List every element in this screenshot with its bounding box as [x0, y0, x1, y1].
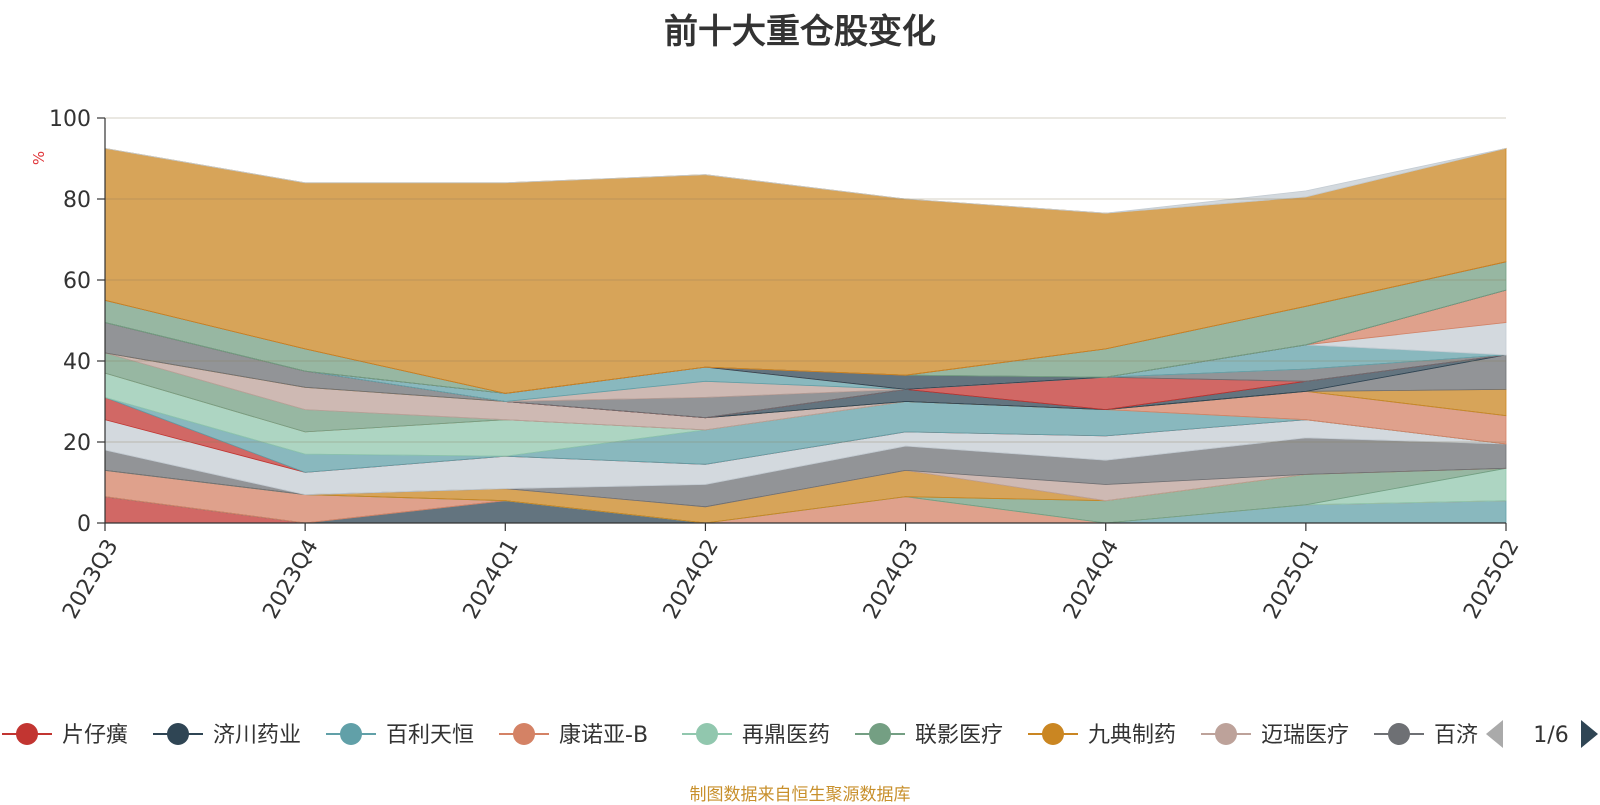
y-tick-label: 80 [63, 188, 91, 213]
legend-label: 济川药业 [213, 723, 301, 748]
legend-marker [16, 723, 38, 745]
legend-item: 百济神州 [1374, 723, 1522, 748]
chart-title: 前十大重仓股变化 [664, 12, 936, 52]
x-tick-label: 2024Q2 [659, 535, 724, 623]
legend-marker [1042, 723, 1064, 745]
legend-marker [340, 723, 362, 745]
legend: 片仔癀 济川药业 百利天恒 康诺亚-B 再鼎医药 联影医疗 九典制药 迈瑞医疗 百济神州 [2, 723, 1522, 748]
legend-item: 百利天恒 [326, 723, 474, 748]
legend-item: 联影医疗 [855, 723, 1003, 748]
legend-item: 济川药业 [153, 723, 301, 748]
legend-item: 康诺亚-B [499, 723, 648, 748]
y-tick-label: 100 [49, 107, 91, 132]
legend-marker [696, 723, 718, 745]
legend-page-indicator: 1/6 [1533, 723, 1568, 748]
legend-label: 片仔癀 [62, 723, 128, 748]
chart-canvas: 0 20 40 60 80 100 2023Q3 2023Q4 2024Q1 2024Q2 2024… [2, 107, 1598, 748]
x-tick-label: 2024Q4 [1059, 535, 1124, 623]
legend-label: 再鼎医药 [742, 723, 830, 748]
legend-marker [1215, 723, 1237, 745]
legend-marker [167, 723, 189, 745]
legend-marker [869, 723, 891, 745]
legend-label: 康诺亚-B [559, 723, 648, 748]
source-note: 制图数据来自恒生聚源数据库 [689, 785, 911, 805]
legend-item: 片仔癀 [2, 723, 128, 748]
legend-label: 联影医疗 [915, 723, 1003, 748]
y-axis-label: % [30, 151, 48, 165]
y-tick-label: 0 [77, 512, 91, 537]
legend-prev-arrow [1486, 720, 1503, 748]
legend-next-arrow [1581, 720, 1598, 748]
legend-item: 迈瑞医疗 [1201, 723, 1349, 748]
y-tick-label: 60 [63, 269, 91, 294]
x-tick-label: 2025Q2 [1459, 535, 1524, 623]
legend-label: 九典制药 [1088, 723, 1176, 748]
x-tick-label: 2024Q1 [459, 535, 524, 623]
y-tick-label: 20 [63, 431, 91, 456]
legend-pager: 1/6 [1486, 720, 1598, 748]
x-tick-label: 2023Q4 [258, 535, 323, 623]
legend-marker [1388, 723, 1410, 745]
y-tick-label: 40 [63, 350, 91, 375]
legend-label: 百济神州 [1434, 723, 1522, 748]
area-series-32 [104, 148, 1507, 214]
x-tick-label: 2024Q3 [859, 535, 924, 623]
legend-label: 迈瑞医疗 [1261, 723, 1349, 748]
legend-label: 百利天恒 [386, 723, 474, 748]
x-tick-label: 2025Q1 [1259, 535, 1324, 623]
legend-marker [513, 723, 535, 745]
legend-item: 再鼎医药 [682, 723, 830, 748]
legend-item: 九典制药 [1028, 723, 1176, 748]
x-tick-label: 2023Q3 [58, 535, 123, 623]
area-series-group [104, 147, 1507, 524]
